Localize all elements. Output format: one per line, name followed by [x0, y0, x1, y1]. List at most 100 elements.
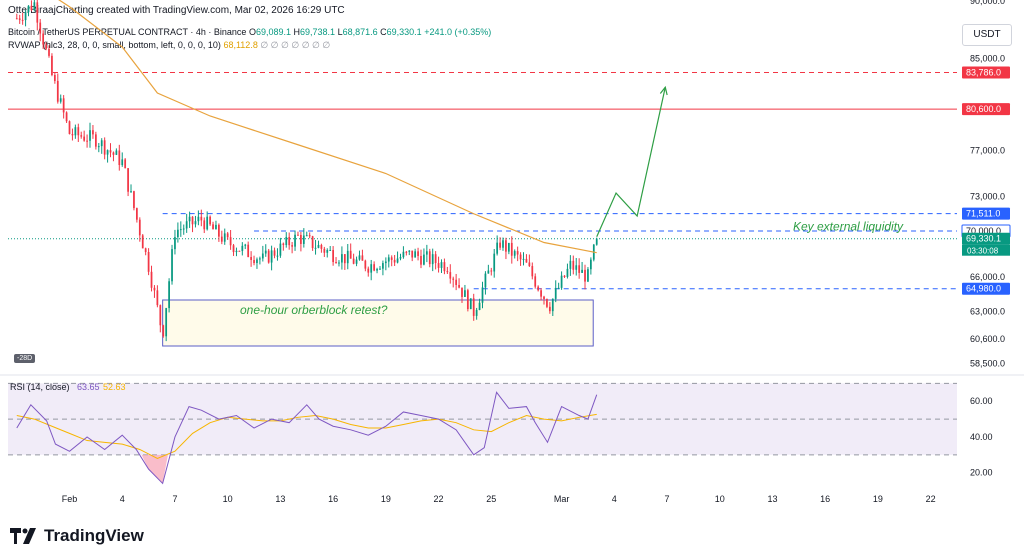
candle-body — [121, 159, 124, 166]
candle-body — [300, 234, 302, 244]
candle-body — [276, 255, 279, 257]
projection-arrowhead — [659, 85, 668, 96]
candle-body — [478, 302, 481, 310]
candle-body — [171, 249, 173, 282]
candle-body — [505, 240, 507, 252]
candle-body — [487, 270, 490, 274]
candle-body — [106, 150, 109, 155]
candle-body — [440, 262, 443, 268]
candle-body — [135, 208, 138, 220]
price-tag — [962, 103, 1010, 116]
candle-body — [420, 255, 422, 265]
candle-body — [279, 243, 282, 256]
candle-body — [548, 306, 551, 312]
price-tick-label: 73,000.0 — [970, 192, 1005, 202]
candle-body — [314, 247, 317, 249]
price-tag-label: 83,786.0 — [966, 67, 1001, 77]
price-tick-label: 60,600.0 — [970, 334, 1005, 344]
candle-body — [39, 22, 42, 34]
high-value: 69,738.1 — [300, 27, 336, 37]
candle-body — [560, 275, 563, 288]
candle-body — [534, 276, 537, 287]
rsi-tick-label: 20.00 — [970, 468, 993, 478]
candle-body — [229, 237, 232, 246]
candle-body — [261, 253, 264, 259]
high-label: H — [293, 27, 301, 37]
tradingview-logo-icon — [10, 528, 36, 544]
candle-body — [74, 127, 77, 136]
candle-body — [455, 279, 458, 286]
candle-body — [461, 287, 463, 297]
candle-body — [302, 235, 305, 244]
candle-body — [428, 251, 431, 265]
candle-body — [502, 240, 504, 248]
close-label: C — [380, 27, 387, 37]
candle-body — [305, 235, 308, 237]
rsi-band — [8, 383, 957, 455]
candle-body — [531, 266, 534, 277]
candle-body — [48, 48, 50, 56]
candle-body — [59, 98, 62, 102]
x-tick-label: 7 — [172, 494, 177, 504]
candle-body — [194, 221, 197, 225]
candle-body — [584, 269, 586, 282]
candle-body — [323, 248, 326, 253]
x-tick-label: 25 — [486, 494, 496, 504]
change-value: +241.0 (+0.35%) — [424, 27, 492, 37]
rvwap-value: 68,112.8 — [223, 40, 258, 50]
candle-body — [557, 287, 560, 289]
candle-body — [162, 325, 165, 337]
x-tick-label: 7 — [665, 494, 670, 504]
price-tag-label: 70,000.0 — [966, 226, 1001, 236]
candle-body — [203, 220, 206, 230]
candle-body — [238, 250, 241, 252]
price-tick-label: 58,500.0 — [970, 358, 1005, 368]
rsi-legend-value: 63.65 — [77, 382, 100, 392]
candle-body — [288, 236, 291, 246]
countdown-tag — [962, 244, 1010, 256]
x-tick-label: 13 — [767, 494, 777, 504]
candle-body — [402, 251, 405, 258]
candle-body — [65, 112, 68, 122]
candle-body — [273, 250, 276, 256]
candle-body — [387, 257, 390, 262]
rsi-line — [16, 391, 598, 485]
candle-body — [133, 191, 135, 209]
price-tick-label: 85,000.0 — [970, 54, 1005, 64]
candle-body — [364, 260, 367, 269]
candle-body — [329, 249, 332, 251]
price-tag — [962, 282, 1010, 295]
candle-body — [408, 250, 411, 252]
candle-body — [589, 259, 592, 270]
candle-body — [390, 257, 393, 260]
candle-body — [551, 298, 554, 312]
currency-button[interactable]: USDT — [962, 24, 1012, 46]
candle-body — [153, 287, 156, 291]
candle-body — [115, 150, 118, 155]
x-tick-label: 22 — [926, 494, 936, 504]
candle-body — [179, 229, 182, 231]
candle-body — [452, 278, 455, 280]
candle-body — [71, 134, 74, 136]
candle-body — [522, 258, 525, 260]
candle-body — [434, 254, 437, 264]
candle-body — [188, 216, 191, 222]
candle-body — [62, 98, 65, 113]
candle-body — [338, 262, 340, 264]
candle-body — [405, 251, 408, 253]
candle-body — [197, 216, 200, 222]
x-tick-label: 4 — [120, 494, 125, 504]
candle-body — [343, 254, 346, 264]
x-tick-label: 16 — [820, 494, 830, 504]
candle-body — [320, 244, 323, 249]
candle-body — [218, 224, 220, 237]
candle-body — [15, 18, 18, 20]
rsi-tick-label: 40.00 — [970, 432, 993, 442]
candle-body — [587, 269, 589, 282]
candle-body — [156, 290, 159, 306]
candle-body — [209, 216, 211, 225]
liquidity-label: Key external liquidity — [793, 220, 904, 234]
candle-body — [182, 228, 185, 230]
chart-canvas: 58,500.0 60,600.0 63,000.0 66,000.0 70,000.0… — [0, 0, 1024, 504]
candle-body — [267, 250, 270, 263]
